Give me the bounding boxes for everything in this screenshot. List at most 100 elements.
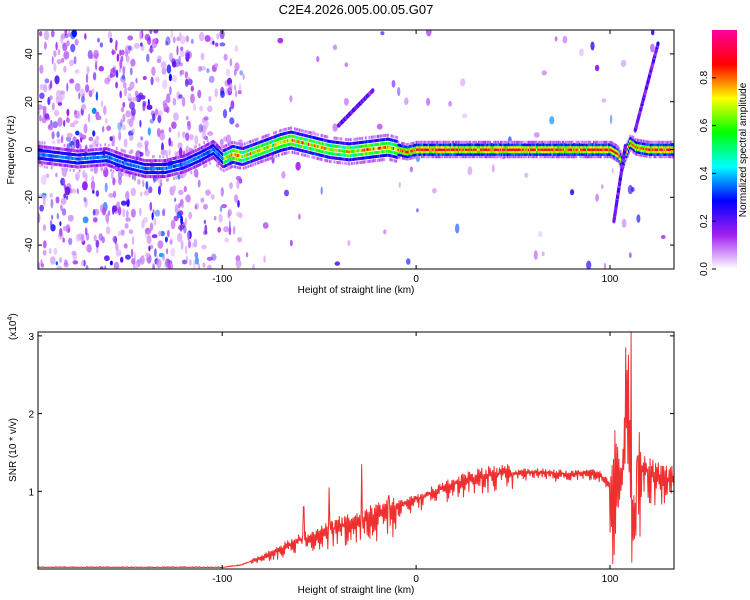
- ridge-cell: [178, 167, 181, 171]
- ridge-cell: [166, 170, 168, 174]
- ridge-cell: [47, 157, 50, 161]
- ridge-cell: [437, 140, 439, 144]
- ridge-cell: [359, 161, 361, 164]
- ridge-cell: [470, 148, 473, 151]
- ridge-cell: [294, 139, 296, 143]
- ridge-cell: [249, 144, 252, 148]
- ridge-cell: [385, 133, 388, 137]
- ridge-cell: [618, 157, 621, 161]
- ridge-cell: [565, 150, 567, 154]
- ridge-cell: [228, 150, 231, 154]
- ridge-cell: [157, 175, 160, 179]
- ridge-cell: [81, 157, 83, 161]
- ridge-cell: [209, 141, 211, 145]
- ridge-cell: [261, 155, 264, 159]
- noise-cell: [541, 251, 545, 257]
- ridge-cell: [283, 144, 286, 147]
- ridge-cell: [383, 146, 386, 149]
- ridge-cell: [234, 145, 237, 149]
- spectrogram-xtick-label: 0: [413, 274, 419, 285]
- ridge-cell: [65, 160, 68, 164]
- ridge-cell: [283, 132, 286, 136]
- noise-cell: [65, 33, 71, 38]
- ridge-cell: [445, 155, 447, 159]
- ridge-cell: [633, 141, 636, 145]
- ridge-cell: [198, 163, 201, 167]
- ridge-cell: [634, 138, 637, 142]
- ridge-cell: [595, 150, 598, 154]
- ridge-cell: [300, 153, 303, 157]
- ridge-cell: [317, 153, 319, 157]
- ridge-cell: [93, 164, 96, 168]
- ridge-cell: [331, 140, 333, 144]
- ridge-cell: [366, 156, 368, 160]
- ridge-cell: [598, 148, 601, 151]
- ridge-cell: [156, 163, 159, 167]
- ridge-cell: [112, 153, 115, 157]
- ridge-cell: [268, 137, 271, 141]
- ridge-cell: [124, 150, 126, 153]
- ridge-cell: [586, 152, 588, 156]
- ridge-cell: [542, 148, 545, 151]
- ridge-cell: [540, 150, 543, 154]
- ridge-cell: [539, 152, 542, 156]
- ridge-cell: [330, 156, 332, 160]
- ridge-cell: [257, 157, 260, 161]
- ridge-cell: [197, 155, 200, 159]
- ridge-cell: [67, 152, 69, 156]
- ridge-cell: [546, 143, 549, 147]
- ridge-cell: [636, 141, 638, 144]
- ridge-cell: [86, 164, 89, 168]
- ridge-cell: [104, 143, 107, 147]
- noise-cell: [194, 204, 197, 210]
- noise-cell: [603, 262, 607, 269]
- noise-cell: [229, 58, 233, 67]
- ridge-cell: [384, 153, 387, 157]
- ridge-cell: [611, 141, 614, 145]
- ridge-cell: [88, 152, 90, 156]
- ridge-cell: [587, 152, 589, 156]
- ridge-cell: [533, 152, 536, 156]
- ridge-cell: [532, 143, 535, 147]
- noise-cell: [178, 147, 183, 157]
- ridge-cell: [95, 156, 97, 160]
- ridge-cell: [444, 155, 446, 159]
- ridge-cell: [595, 140, 598, 144]
- ridge-cell: [164, 162, 167, 166]
- ridge-cell: [263, 147, 266, 150]
- ridge-cell: [306, 138, 309, 142]
- ridge-cell: [157, 159, 160, 163]
- ridge-cell: [47, 153, 50, 157]
- ridge-cell: [455, 150, 458, 154]
- noise-cell: [56, 138, 61, 144]
- ridge-cell: [53, 146, 55, 150]
- ridge-cell: [546, 145, 549, 149]
- ridge-cell: [459, 152, 461, 156]
- ridge-cell: [430, 148, 432, 151]
- ridge-cell: [346, 150, 349, 154]
- ridge-cell: [638, 139, 641, 142]
- ridge-cell: [234, 153, 237, 157]
- ridge-cell: [517, 155, 520, 159]
- noise-cell: [199, 31, 205, 42]
- ridge-cell: [92, 164, 95, 168]
- ridge-cell: [106, 163, 109, 167]
- ridge-cell: [70, 164, 73, 168]
- ridge-cell: [374, 135, 376, 139]
- ridge-cell: [230, 153, 232, 157]
- ridge-cell: [425, 143, 428, 147]
- ridge-cell: [589, 152, 592, 156]
- ridge-cell: [234, 165, 237, 169]
- ridge-cell: [228, 158, 231, 162]
- noise-cell: [227, 208, 232, 217]
- noise-cell: [233, 84, 237, 91]
- ridge-cell: [573, 150, 575, 154]
- noise-cell: [47, 124, 54, 131]
- ridge-cell: [391, 150, 394, 154]
- ridge-cell: [346, 158, 349, 162]
- ridge-cell: [551, 152, 553, 156]
- ridge-cell: [69, 152, 72, 156]
- noise-cell: [211, 253, 217, 261]
- noise-cell: [170, 30, 173, 39]
- ridge-cell: [577, 150, 580, 154]
